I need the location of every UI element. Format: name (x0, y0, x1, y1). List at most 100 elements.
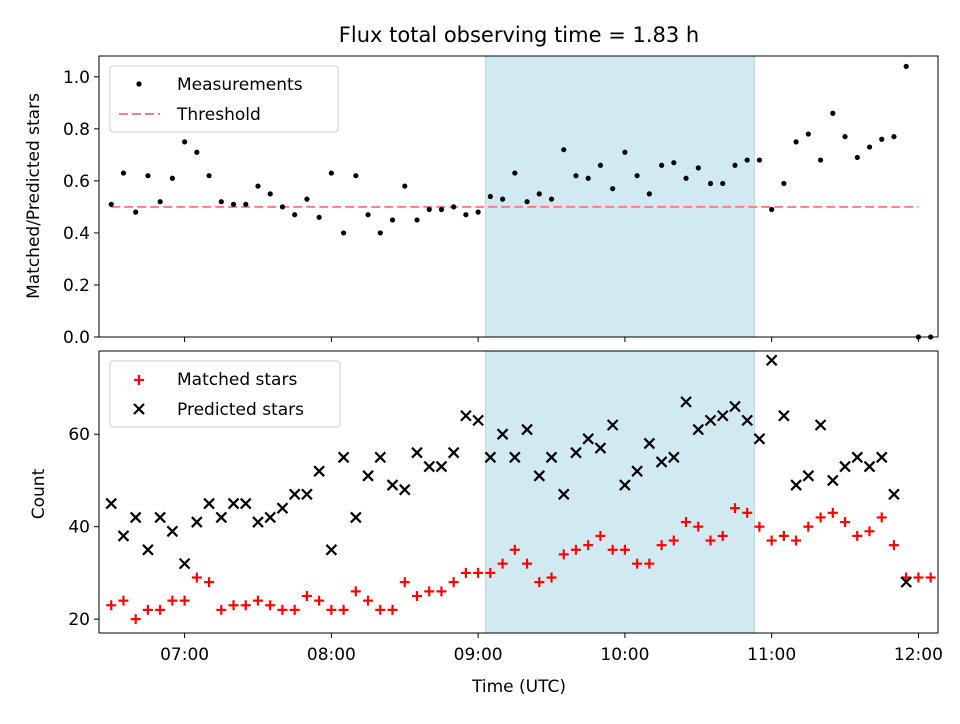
measurement-point (781, 180, 787, 187)
predicted-star-point (521, 423, 533, 436)
matched-star-point (228, 600, 239, 611)
predicted-star-point (557, 488, 570, 501)
predicted-star-point (655, 456, 668, 468)
predicted-star-point (790, 479, 802, 491)
y-tick-label: 40 (68, 518, 90, 538)
matched-star-point (876, 512, 887, 523)
bottom-legend-box (109, 360, 341, 428)
predicted-star-point (753, 433, 766, 445)
matched-star-point (522, 558, 533, 569)
measurement-point (402, 183, 408, 189)
measurement-point (548, 196, 555, 202)
predicted-star-point (411, 446, 423, 459)
predicted-star-point (105, 497, 118, 510)
matched-star-point (729, 503, 740, 514)
legend-predicted-marker (133, 403, 145, 415)
legend-matched-marker (134, 375, 144, 385)
predicted-star-point (570, 446, 582, 459)
measurement-point (524, 199, 530, 205)
y-tick-label: 60 (68, 425, 90, 445)
measurement-point (512, 170, 518, 176)
matched-star-point (142, 604, 153, 615)
measurement-point (243, 201, 249, 207)
measurement-point (353, 173, 359, 179)
predicted-star-point (252, 516, 264, 528)
predicted-star-point (447, 446, 460, 459)
matched-star-point (607, 544, 618, 555)
matched-star-point (583, 540, 594, 551)
predicted-star-point (484, 451, 497, 464)
matched-star-point (289, 604, 300, 615)
matched-star-point (338, 604, 349, 615)
matched-star-point (619, 544, 630, 555)
measurement-point (279, 204, 286, 210)
measurement-point (573, 173, 579, 179)
x-tick-label: 12:00 (894, 645, 943, 665)
matched-star-point (155, 604, 166, 615)
measurement-point (389, 217, 396, 223)
matched-star-point (191, 572, 202, 583)
measurement-point (793, 139, 799, 145)
measurement-point (377, 230, 383, 236)
matched-star-point (913, 572, 924, 583)
legend-measurements-label: Measurements (177, 75, 303, 95)
measurement-point (267, 191, 273, 197)
measurement-point (769, 206, 775, 213)
matched-star-point (791, 535, 802, 546)
matched-star-point (118, 595, 129, 606)
matched-stars-series (106, 503, 936, 625)
matched-star-point (363, 595, 374, 606)
measurement-point (438, 206, 445, 213)
matched-star-point (216, 604, 227, 615)
measurement-point (500, 196, 506, 202)
matched-star-point (754, 521, 765, 532)
matched-star-point (546, 572, 557, 583)
measurement-point (133, 209, 139, 215)
measurement-point (597, 162, 604, 168)
predicted-star-point (178, 557, 191, 570)
matched-star-point (925, 572, 936, 583)
measurement-point (108, 201, 114, 207)
predicted-star-point (545, 451, 558, 464)
bottom-x-axis-ticks: 07:00 08:00 09:00 10:00 11:00 12:00 (160, 633, 943, 665)
measurement-point (842, 134, 848, 140)
matched-star-point (204, 577, 215, 588)
matched-star-point (656, 540, 667, 551)
top-legend: Measurements Threshold (109, 65, 339, 133)
measurement-point (230, 201, 237, 207)
measurement-point (341, 230, 347, 236)
predicted-star-point (288, 488, 301, 501)
matched-star-point (595, 530, 606, 541)
x-tick-label: 08:00 (307, 645, 356, 665)
predicted-star-point (594, 442, 607, 454)
bottom-panel: 20 40 60 07:00 08:00 09:00 10:00 11:00 12:00 Co… (29, 350, 943, 697)
predicted-star-point (680, 396, 692, 408)
y-tick-label: 0.6 (63, 172, 90, 192)
predicted-star-point (191, 516, 203, 528)
chart-title: Flux total observing time = 1.83 h (339, 23, 699, 47)
measurement-point (561, 147, 567, 153)
predicted-star-point (668, 451, 680, 464)
measurement-point (830, 110, 836, 116)
measurement-point (304, 196, 310, 202)
matched-star-point (473, 567, 484, 578)
predicted-star-point (350, 511, 362, 524)
predicted-star-point (863, 460, 876, 473)
matched-star-point (840, 517, 851, 528)
matched-star-point (705, 535, 716, 546)
matched-star-point (387, 604, 398, 615)
predicted-star-point (398, 483, 411, 496)
measurement-point (610, 186, 616, 192)
predicted-star-point (460, 409, 472, 422)
measurement-point (634, 173, 640, 179)
x-tick-label: 11:00 (747, 645, 796, 665)
y-tick-label: 0.4 (63, 224, 90, 244)
x-tick-label: 09:00 (454, 645, 503, 665)
legend-measurements-marker (136, 81, 142, 87)
predicted-star-point (778, 409, 790, 422)
matched-star-point (681, 517, 692, 528)
x-tick-label: 10:00 (600, 645, 649, 665)
measurement-point (903, 63, 909, 70)
x-axis-label: Time (UTC) (471, 677, 566, 697)
measurement-point (316, 214, 322, 220)
